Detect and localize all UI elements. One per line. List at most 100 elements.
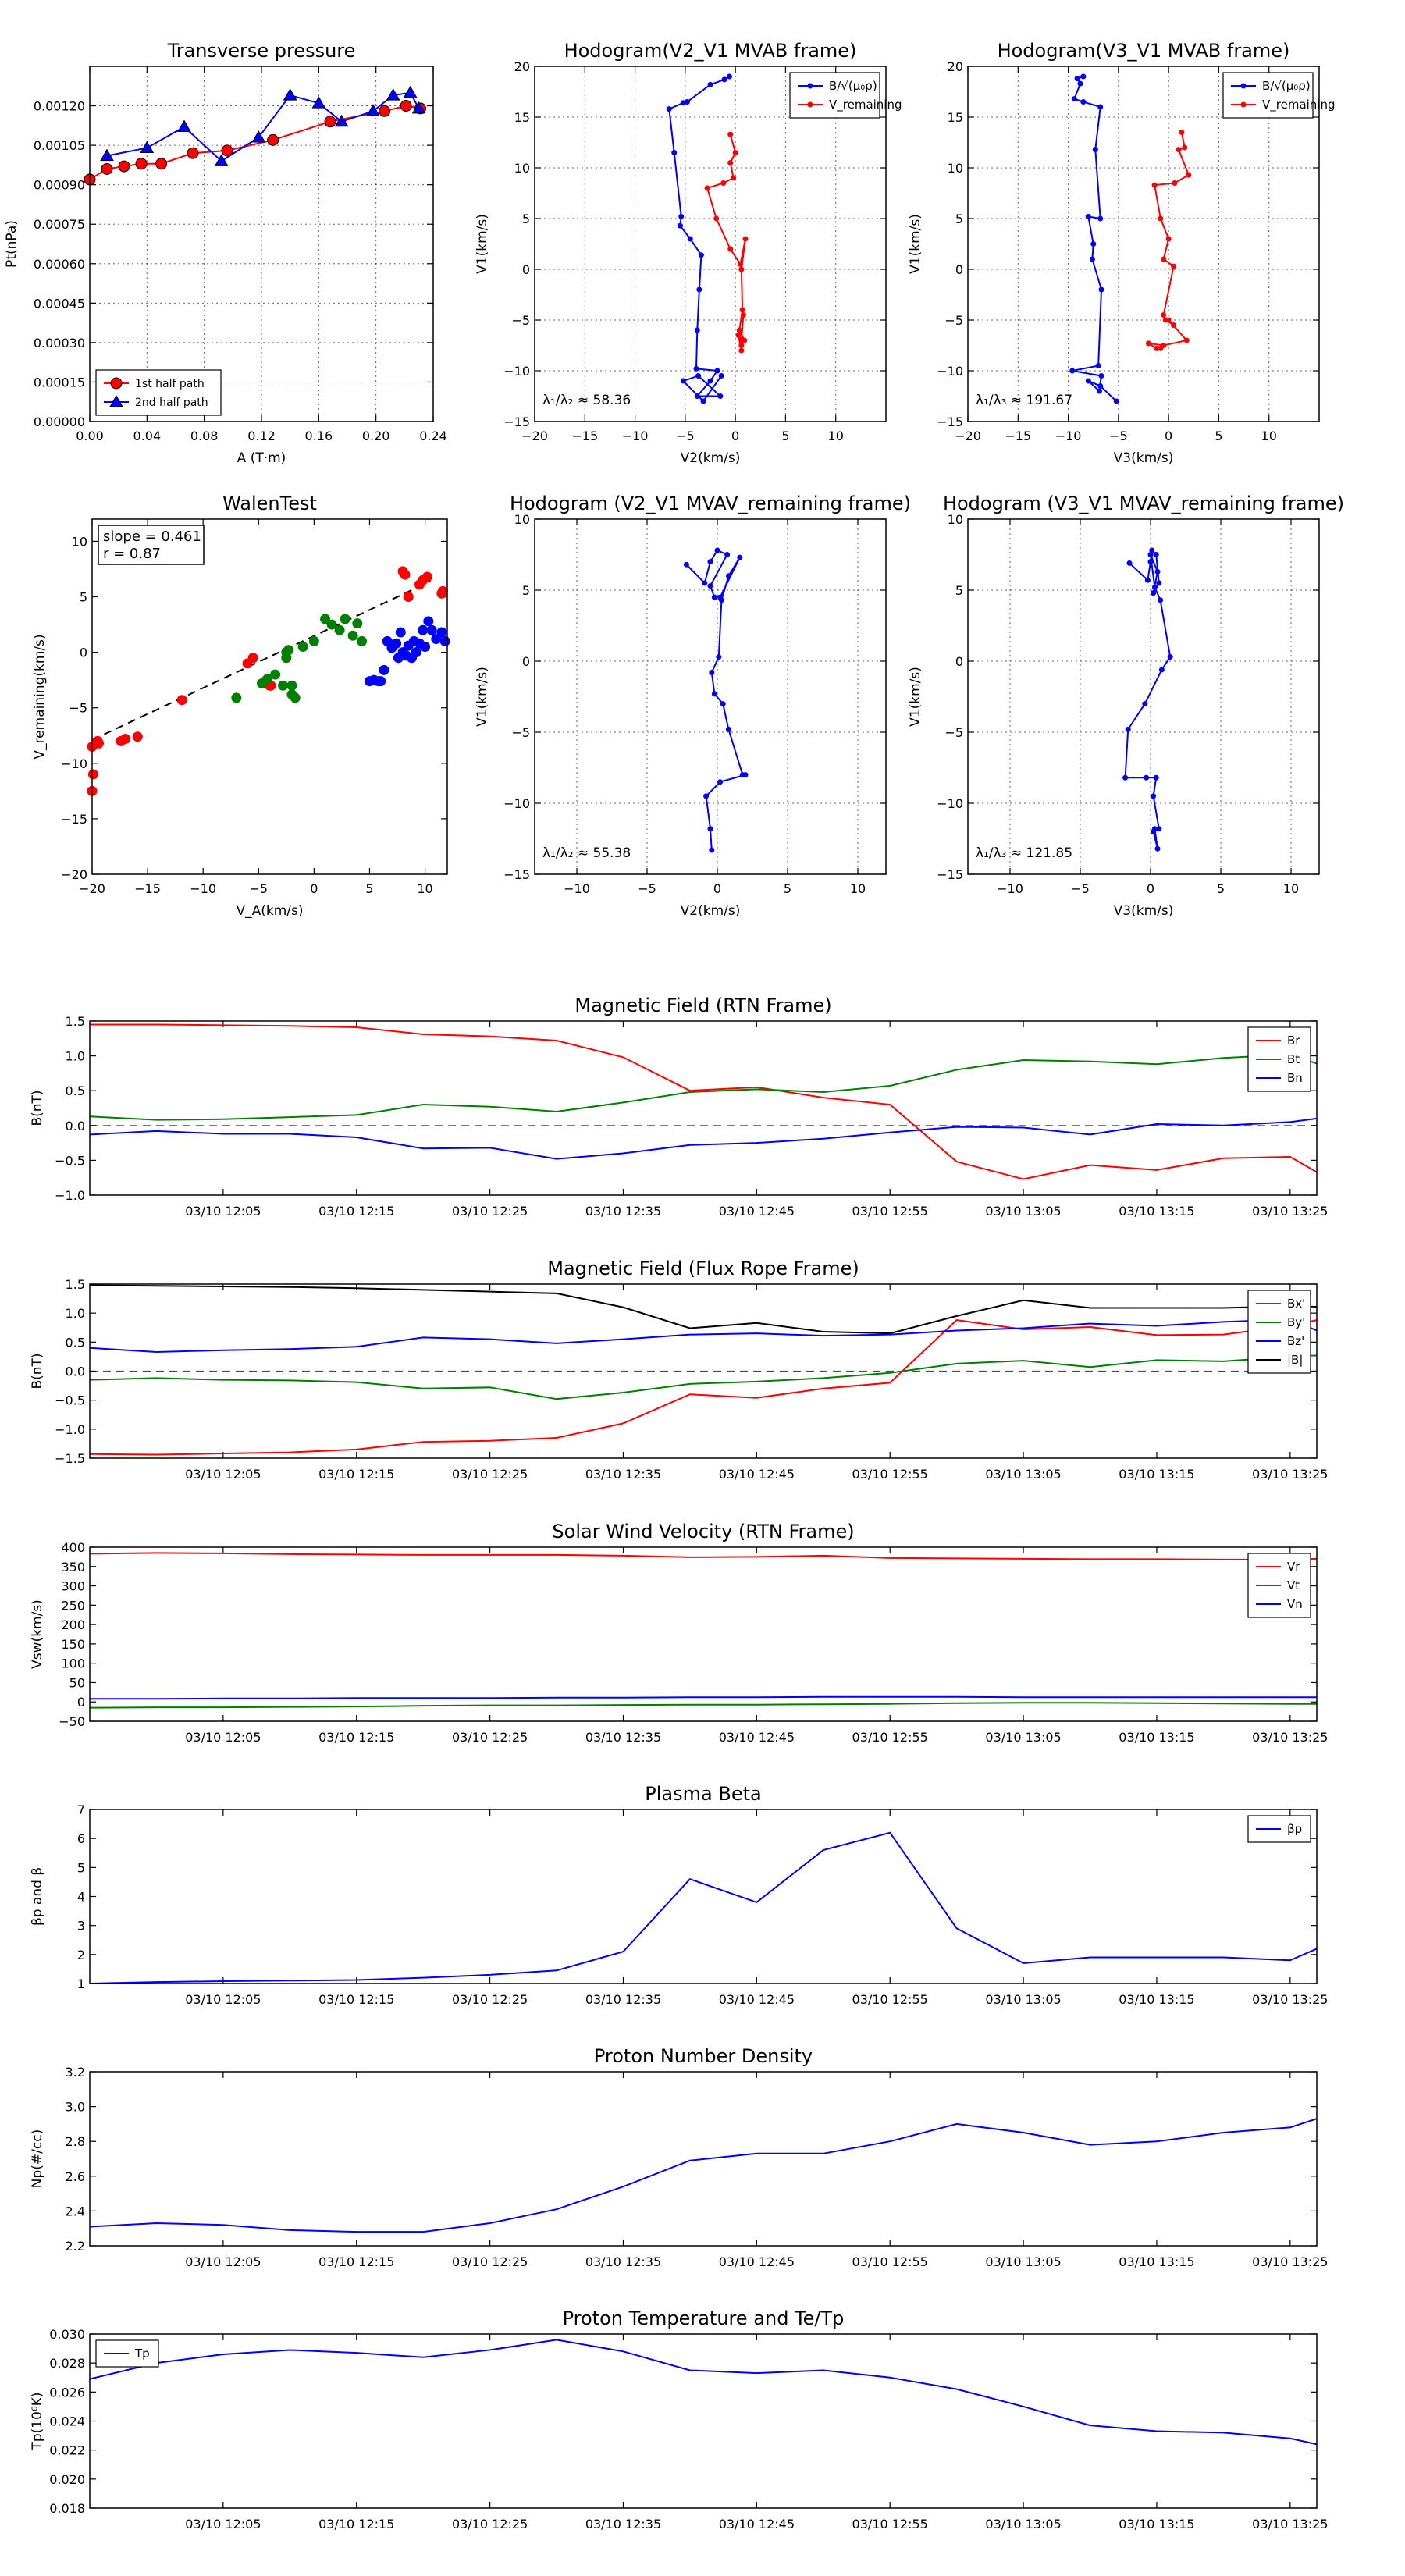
- scatter-point: [423, 616, 434, 627]
- series-line: [89, 1354, 1318, 1400]
- legend-label: By': [1287, 1315, 1305, 1329]
- x-tick-label: 0: [731, 429, 739, 443]
- x-tick-label: 03/10 12:05: [185, 1992, 261, 2007]
- chart-title: Hodogram (V3_V1 MVAV_remaining frame): [943, 493, 1344, 514]
- y-tick-label: 0.00030: [34, 336, 85, 350]
- y-axis-label: Np(#/cc): [30, 2129, 45, 2188]
- data-point: [1167, 654, 1173, 660]
- data-point: [1071, 96, 1077, 102]
- data-point: [177, 119, 191, 133]
- x-tick-label: 5: [1215, 429, 1222, 443]
- chart-title: Hodogram(V3_V1 MVAB frame): [998, 40, 1290, 62]
- x-tick-label: −20: [79, 881, 105, 896]
- data-point: [709, 847, 715, 853]
- scatter-point: [357, 635, 368, 646]
- data-point: [738, 337, 745, 343]
- data-point: [1158, 667, 1165, 673]
- data-point: [1147, 559, 1154, 565]
- x-tick-label: −10: [564, 881, 590, 896]
- data-point: [1098, 286, 1104, 293]
- y-tick-label: 0: [522, 654, 530, 669]
- data-point: [720, 701, 726, 707]
- x-tick-label: 5: [784, 881, 791, 896]
- data-point: [696, 286, 702, 293]
- x-tick-label: 03/10 12:45: [719, 2517, 795, 2532]
- x-tick-label: 03/10 12:35: [585, 1992, 661, 2007]
- series-line: [89, 1117, 1318, 1160]
- data-point: [1165, 236, 1172, 242]
- y-axis-label: B(nT): [30, 1353, 45, 1389]
- y-tick-label: 1.5: [66, 1014, 85, 1029]
- axes-frame: [89, 2333, 1318, 2509]
- y-axis-label: V1(km/s): [475, 214, 490, 274]
- data-point: [1151, 590, 1157, 596]
- x-tick-label: 03/10 12:25: [452, 1992, 528, 2007]
- y-tick-label: 300: [61, 1579, 85, 1594]
- x-tick-label: 03/10 12:25: [452, 1730, 528, 1745]
- data-point: [718, 597, 724, 603]
- x-tick-label: −10: [622, 429, 649, 443]
- data-point: [732, 150, 738, 155]
- data-point: [1074, 76, 1080, 82]
- scatter-point: [340, 614, 350, 624]
- y-axis-label: Tp(10⁶K): [30, 2392, 45, 2450]
- y-axis-label: V1(km/s): [908, 214, 923, 274]
- x-tick-label: 03/10 13:25: [1252, 2254, 1328, 2269]
- scatter-point: [414, 579, 425, 590]
- scatter-point: [278, 680, 289, 691]
- x-tick-label: −5: [676, 429, 695, 443]
- data-point: [704, 185, 710, 191]
- x-tick-label: 03/10 12:05: [185, 2517, 261, 2532]
- chart-title: Solar Wind Velocity (RTN Frame): [552, 1521, 854, 1542]
- data-point: [698, 252, 704, 258]
- x-tick-label: 03/10 12:25: [452, 1467, 528, 1482]
- panel-walen: WalenTest −20 −15 −10 −5 0 5 10 −20 −15 −10 −5 0 5 10 V…: [32, 493, 450, 919]
- ratio-annotation: λ₁/λ₂ ≈ 58.36: [542, 393, 631, 408]
- scatter-point: [391, 638, 402, 649]
- scatter-point: [403, 592, 414, 603]
- scatter-point: [411, 647, 422, 658]
- x-tick-label: 03/10 12:05: [185, 2254, 261, 2269]
- x-tick-label: −20: [521, 429, 548, 443]
- legend-marker: [110, 377, 123, 390]
- legend-label: βp: [1287, 1822, 1302, 1836]
- x-tick-label: 10: [850, 881, 866, 896]
- y-tick-label: 5: [522, 583, 530, 598]
- scatter-point: [308, 635, 319, 646]
- y-tick-label: 10: [948, 161, 963, 176]
- x-tick-label: 03/10 13:05: [985, 2517, 1061, 2532]
- x-tick-label: 03/10 12:55: [852, 2517, 928, 2532]
- y-tick-label: −0.5: [55, 1153, 85, 1168]
- y-tick-label: 0.0: [66, 1119, 85, 1133]
- legend-label: Bt: [1287, 1052, 1300, 1066]
- data-point: [100, 148, 114, 162]
- x-tick-label: 03/10 13:05: [985, 1730, 1061, 1745]
- data-point: [683, 561, 689, 568]
- data-point: [1080, 99, 1087, 105]
- chart-title: Hodogram(V2_V1 MVAB frame): [564, 40, 857, 62]
- x-tick-label: 03/10 12:35: [585, 1204, 661, 1219]
- x-tick-label: 0.00: [76, 429, 104, 443]
- data-point: [1156, 580, 1162, 586]
- y-axis-label: Pt(nPa): [4, 220, 20, 268]
- x-tick-label: 03/10 13:05: [985, 1204, 1061, 1219]
- y-tick-label: 50: [69, 1675, 85, 1690]
- y-tick-label: 2.4: [66, 2204, 85, 2218]
- data-point: [214, 154, 229, 166]
- y-tick-label: 3.2: [66, 2065, 85, 2080]
- y-tick-label: 0: [80, 646, 87, 660]
- legend-label: Vr: [1287, 1560, 1300, 1574]
- x-axis-label: V2(km/s): [681, 450, 741, 466]
- legend-label: |B|: [1287, 1353, 1303, 1367]
- x-tick-label: 10: [1261, 429, 1277, 443]
- legend-marker: [109, 394, 123, 407]
- data-point: [1186, 172, 1192, 178]
- scatter-point: [436, 588, 447, 599]
- data-point: [716, 654, 722, 660]
- y-axis-label: V1(km/s): [475, 667, 490, 727]
- legend-label: Vn: [1287, 1597, 1303, 1611]
- data-point: [1095, 363, 1101, 368]
- legend-marker: [807, 101, 813, 108]
- data-point: [1089, 256, 1095, 262]
